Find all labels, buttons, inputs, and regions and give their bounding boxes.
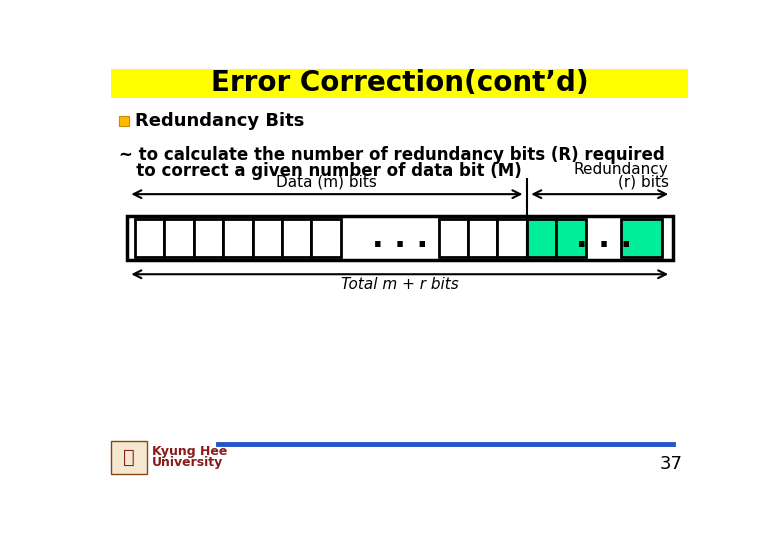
FancyBboxPatch shape [164, 219, 193, 257]
FancyBboxPatch shape [282, 219, 311, 257]
Text: Redundancy Bits: Redundancy Bits [135, 112, 304, 130]
FancyBboxPatch shape [135, 219, 164, 257]
Text: Redundancy: Redundancy [574, 162, 668, 177]
Text: Kyung Hee: Kyung Hee [152, 445, 227, 458]
Text: University: University [152, 456, 223, 469]
FancyBboxPatch shape [311, 219, 341, 257]
FancyBboxPatch shape [468, 219, 498, 257]
Text: ⛩: ⛩ [122, 448, 134, 467]
Text: . . .: . . . [576, 224, 632, 253]
FancyBboxPatch shape [193, 219, 223, 257]
Text: 37: 37 [660, 455, 682, 473]
FancyBboxPatch shape [253, 219, 282, 257]
FancyBboxPatch shape [622, 219, 661, 257]
FancyBboxPatch shape [112, 69, 688, 98]
Text: (r) bits: (r) bits [618, 174, 668, 190]
FancyBboxPatch shape [556, 219, 586, 257]
FancyBboxPatch shape [498, 219, 526, 257]
Text: Total m + r bits: Total m + r bits [341, 278, 459, 292]
FancyBboxPatch shape [223, 219, 253, 257]
Text: . . .: . . . [372, 224, 427, 253]
Text: to correct a given number of data bit (M): to correct a given number of data bit (M… [119, 162, 522, 180]
Text: Data (m) bits: Data (m) bits [276, 174, 378, 190]
FancyBboxPatch shape [119, 117, 129, 126]
FancyBboxPatch shape [526, 219, 556, 257]
Text: ~ to calculate the number of redundancy bits (R) required: ~ to calculate the number of redundancy … [119, 146, 665, 164]
Text: Error Correction(cont’d): Error Correction(cont’d) [211, 69, 589, 97]
FancyBboxPatch shape [111, 441, 147, 474]
FancyBboxPatch shape [438, 219, 468, 257]
